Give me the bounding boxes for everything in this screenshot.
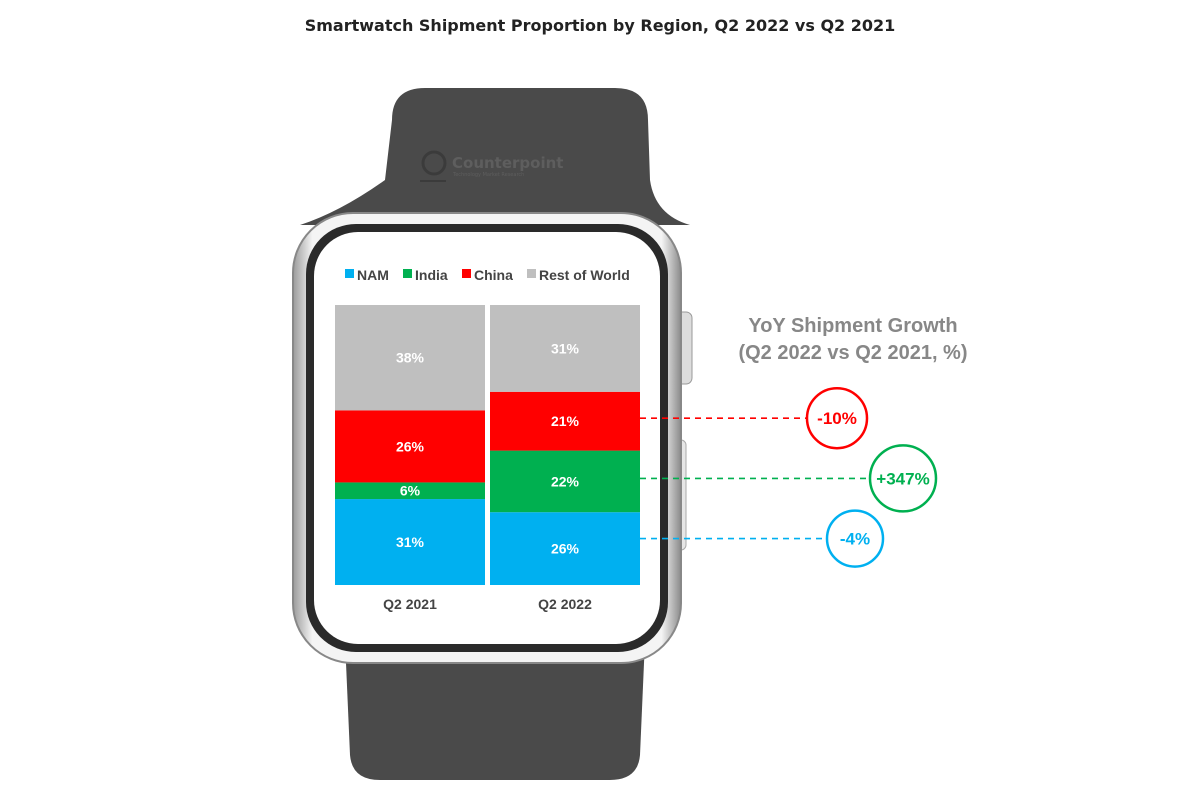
growth-label: -4% [840, 530, 870, 549]
bar-segment-china [335, 410, 485, 483]
data-label: 31% [551, 340, 580, 356]
bar-segment-nam [490, 512, 640, 585]
legend: NAM India China Rest of World [345, 267, 630, 283]
data-label: 38% [396, 350, 425, 366]
bar-segment-rest-of-world [335, 305, 485, 411]
data-label: 26% [396, 438, 425, 454]
yoy-title-line2: (Q2 2022 vs Q2 2021, %) [738, 342, 967, 364]
legend-swatch-rest-of-world [527, 269, 536, 278]
watch-band-bottom [345, 640, 645, 780]
watermark-name: Counterpoint [452, 154, 563, 172]
legend-label: India [415, 267, 448, 283]
bar-segment-india [490, 450, 640, 513]
legend-label: NAM [357, 267, 389, 283]
data-label: 26% [551, 541, 580, 557]
data-label: 21% [551, 413, 580, 429]
legend-label: China [474, 267, 513, 283]
counterpoint-watermark [420, 150, 447, 182]
growth-circle [825, 509, 885, 568]
data-label: 22% [551, 473, 580, 489]
bar-segment-rest-of-world [490, 305, 640, 392]
x-tick-label: Q2 2021 [383, 596, 437, 612]
bar-segment-nam [335, 499, 485, 585]
growth-circle [805, 386, 869, 450]
growth-circle [868, 444, 938, 513]
yoy-title-line1: YoY Shipment Growth [748, 315, 957, 337]
legend-swatch-india [403, 269, 412, 278]
legend-label: Rest of World [539, 267, 630, 283]
yoy-annotation: -10% +347% -4% [640, 386, 938, 568]
data-label: 31% [396, 534, 425, 550]
legend-swatch-nam [345, 269, 354, 278]
bar-segment-india [335, 482, 485, 500]
legend-swatch-china [462, 269, 471, 278]
bar-segment-china [490, 391, 640, 451]
data-label: 6% [400, 483, 421, 499]
bars: 31% 6% 26% 38% Q2 2021 26% 22% 21% 31% Q2 2022 [335, 305, 640, 612]
growth-label: -10% [817, 409, 857, 428]
x-tick-label: Q2 2022 [538, 596, 592, 612]
growth-label: +347% [876, 469, 929, 488]
watch-band-top [300, 88, 690, 225]
watermark-tagline: Technology Market Research [452, 172, 524, 178]
chart-title: Smartwatch Shipment Proportion by Region… [304, 16, 896, 35]
